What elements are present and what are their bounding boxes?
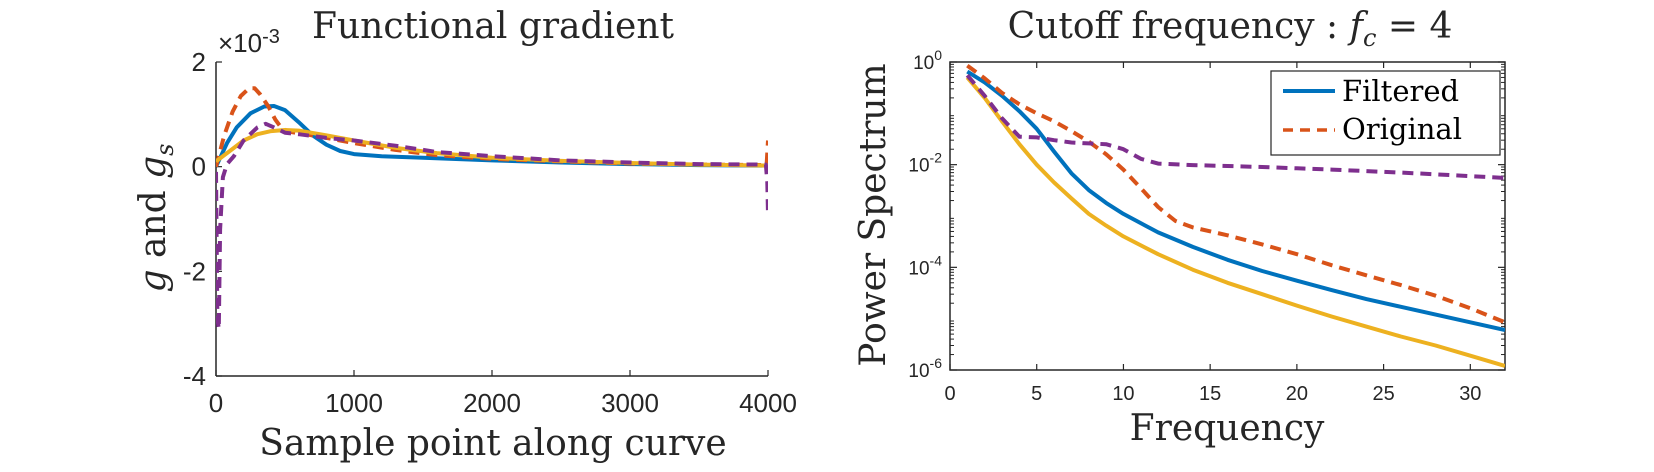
- right-x-tick-label: 5: [1031, 383, 1042, 405]
- left-chart-title: Functional gradient: [312, 6, 675, 47]
- right-y-tick-label: 10-4: [908, 252, 942, 279]
- right-y-tick-label: 10-2: [908, 150, 942, 177]
- left-x-axis-label: Sample point along curve: [259, 423, 726, 464]
- right-x-tick-label: 25: [1372, 383, 1394, 405]
- right-y-tick-label: 10-6: [908, 355, 942, 382]
- right-title-text: Cutoff frequency :: [1008, 6, 1339, 47]
- functional-gradient-plot: Functional gradient ×10-3 0 1000 2000 3000 4…: [133, 6, 797, 464]
- legend-label-filtered: Filtered: [1342, 74, 1459, 108]
- left-x-tick-label: 1000: [325, 388, 383, 418]
- left-x-tick-label: 4000: [739, 388, 797, 418]
- left-y-exponent-base: ×10: [218, 28, 262, 58]
- left-series-line-1: [216, 86, 768, 168]
- right-chart-title: Cutoff frequency : fc = 4: [1008, 6, 1453, 52]
- right-series-line-2: [965, 76, 1505, 368]
- legend-label-original: Original: [1342, 112, 1462, 146]
- right-x-tick-label: 30: [1459, 383, 1481, 405]
- left-series-group: [216, 86, 768, 331]
- right-x-tick-label: 0: [944, 383, 955, 405]
- right-axes: 0 5 10 15 20 25 30 10-6 10-4 10-2 100: [908, 47, 1506, 405]
- legend: Filtered Original: [1270, 70, 1501, 156]
- left-axes: 0 1000 2000 3000 4000 -4 -2 0 2: [183, 47, 797, 418]
- left-y-exponent-power: -3: [262, 26, 280, 48]
- right-series-group: [965, 63, 1505, 368]
- left-y-axis-label: g and gs: [133, 143, 179, 292]
- right-x-tick-label: 10: [1112, 383, 1134, 405]
- left-x-tick-label: 0: [209, 388, 223, 418]
- left-y-tick-label: 0: [192, 152, 206, 182]
- left-x-tick-label: 3000: [601, 388, 659, 418]
- left-y-tick-label: 2: [192, 47, 206, 77]
- left-y-exponent: ×10-3: [218, 26, 280, 58]
- right-x-tick-label: 15: [1199, 383, 1221, 405]
- right-y-axis-label: Power Spectrum: [853, 63, 894, 366]
- left-y-axis-label-g: g: [133, 269, 174, 292]
- left-x-tick-label: 2000: [463, 388, 521, 418]
- power-spectrum-plot: Cutoff frequency : fc = 4 0 5 10 15 20 25 30 10…: [853, 6, 1506, 449]
- right-y-tick-label: 100: [913, 47, 942, 74]
- left-series-line-3: [216, 121, 768, 331]
- left-y-tick-label: -4: [183, 361, 206, 391]
- right-x-tick-label: 20: [1286, 383, 1308, 405]
- legend-box: [1270, 70, 1501, 156]
- right-series-line-0: [966, 69, 1505, 333]
- right-series-line-1: [966, 63, 1505, 325]
- right-title-sub: c: [1363, 24, 1376, 52]
- right-axes-box: [949, 61, 1506, 371]
- left-y-tick-label: -2: [183, 256, 206, 286]
- right-title-rest: = 4: [1376, 6, 1452, 47]
- right-x-axis-label: Frequency: [1130, 408, 1325, 449]
